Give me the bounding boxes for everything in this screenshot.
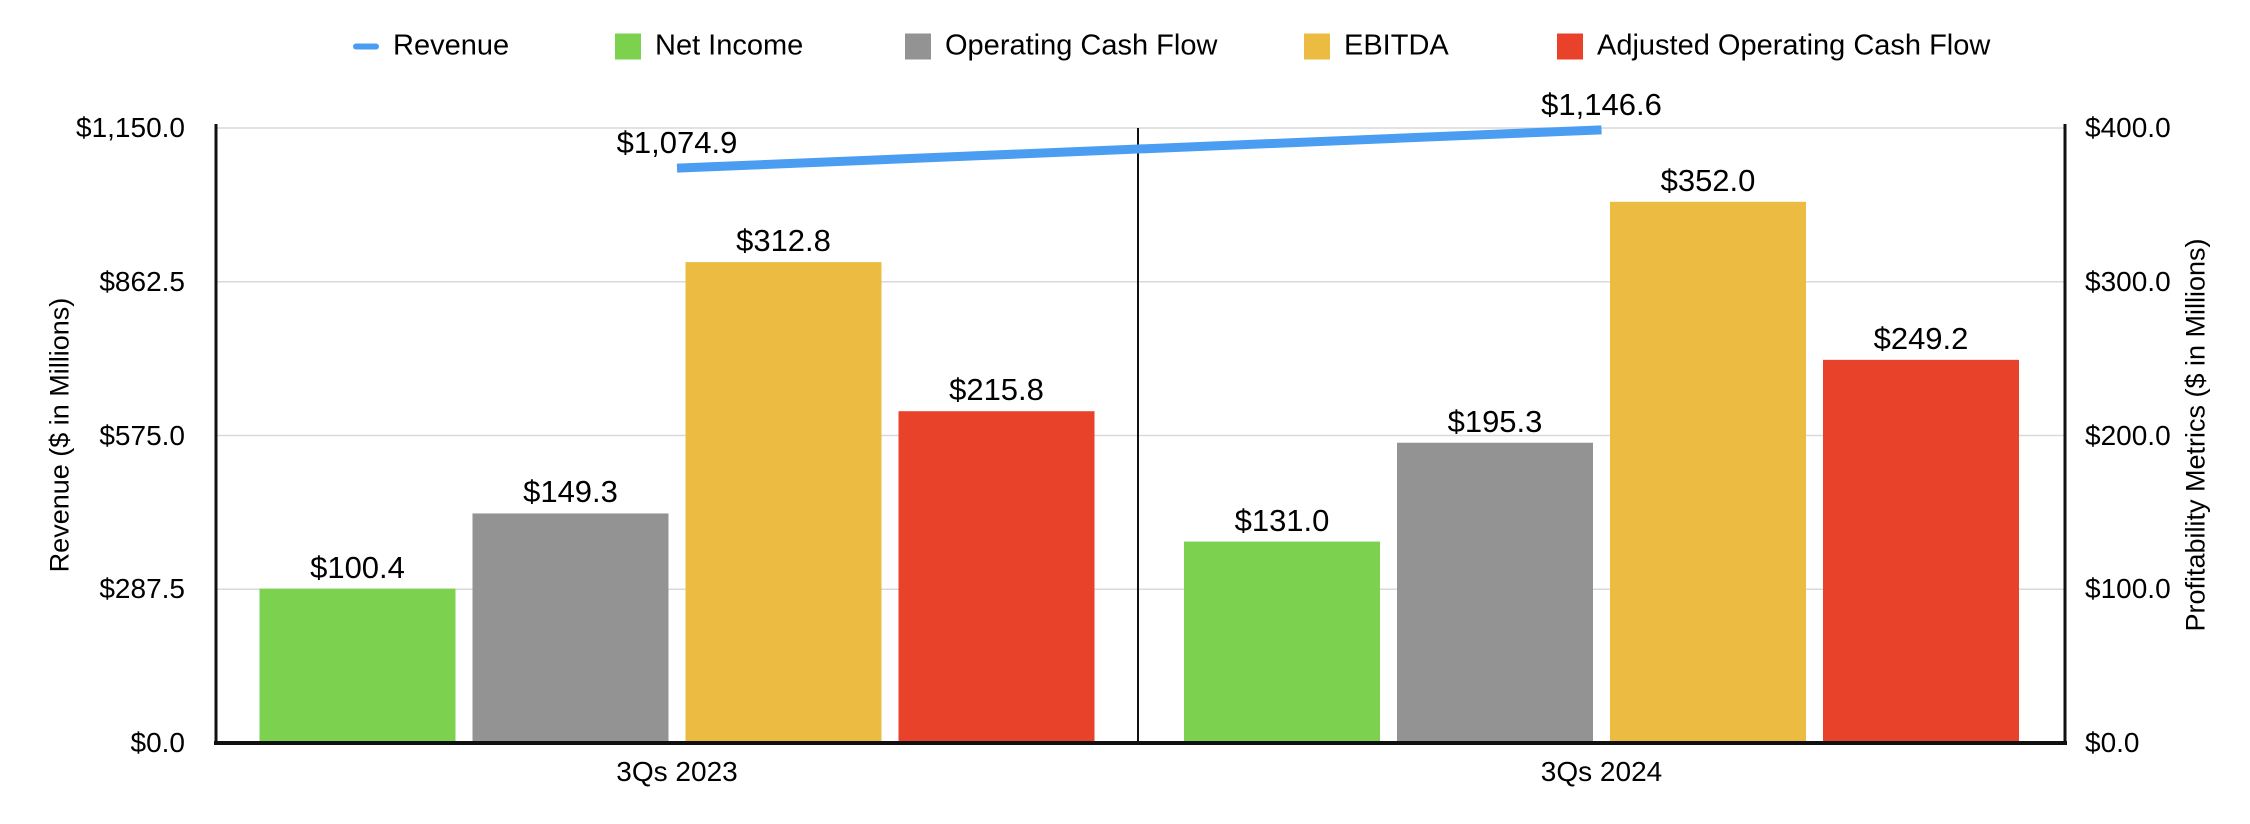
right-axis-tick: $400.0: [2085, 112, 2171, 143]
left-axis-tick: $862.5: [99, 265, 185, 297]
legend-label: Operating Cash Flow: [945, 29, 1218, 62]
left-axis-tick: $575.0: [99, 419, 185, 451]
legend-label: Net Income: [655, 29, 804, 62]
bar-net-income-3qs-2024: [1184, 541, 1380, 743]
left-axis-tick: $287.5: [99, 573, 185, 605]
left-axis-tick: $0.0: [130, 727, 186, 758]
legend-item-revenue: Revenue: [353, 29, 510, 62]
left-axis-tick: $1,150.0: [76, 112, 185, 143]
legend-item-adjusted-operating-cash-flow: Adjusted Operating Cash Flow: [1557, 29, 1991, 62]
right-axis-tick: $100.0: [2085, 573, 2171, 605]
value-label-operating-cash-flow-3qs-2024: $195.3: [1447, 403, 1543, 439]
bar-adjusted-operating-cash-flow-3qs-2024: [1823, 359, 2019, 743]
legend-swatch-operating-cash-flow: [905, 33, 931, 59]
legend-item-ebitda: EBITDA: [1304, 29, 1449, 62]
x-axis-label-3qs-2023: 3Qs 2023: [616, 756, 738, 787]
right-axis-tick: $0.0: [2085, 727, 2140, 758]
right-axis-tick: $200.0: [2085, 419, 2171, 451]
legend-swatch-revenue-line: [353, 43, 379, 49]
value-label-adjusted-operating-cash-flow-3qs-2024: $249.2: [1873, 320, 1969, 356]
bar-ebitda-3qs-2023: [685, 262, 882, 743]
value-label-operating-cash-flow-3qs-2023: $149.3: [523, 474, 618, 510]
revenue-line: [676, 125, 1602, 173]
bar-operating-cash-flow-3qs-2023: [472, 513, 669, 743]
right-axis-title: Profitability Metrics ($ in Millions): [2180, 238, 2211, 632]
value-label-revenue-3qs-2024: $1,146.6: [1541, 86, 1662, 122]
legend-label: EBITDA: [1344, 29, 1449, 62]
bar-net-income-3qs-2023: [259, 588, 456, 743]
legend-label: Revenue: [393, 29, 510, 62]
legend-label: Adjusted Operating Cash Flow: [1597, 29, 1991, 62]
bar-operating-cash-flow-3qs-2024: [1397, 442, 1593, 743]
value-label-adjusted-operating-cash-flow-3qs-2023: $215.8: [949, 372, 1044, 408]
legend-swatch-adjusted-operating-cash-flow: [1557, 33, 1583, 59]
value-label-ebitda-3qs-2023: $312.8: [736, 223, 831, 259]
value-label-ebitda-3qs-2024: $352.0: [1660, 162, 1756, 198]
bar-adjusted-operating-cash-flow-3qs-2023: [898, 411, 1095, 743]
value-label-net-income-3qs-2023: $100.4: [310, 549, 405, 585]
value-label-revenue-3qs-2023: $1,074.9: [616, 125, 738, 161]
x-axis-label-3qs-2024: 3Qs 2024: [1540, 756, 1663, 787]
bar-ebitda-3qs-2024: [1610, 201, 1806, 744]
legend-swatch-net-income: [615, 33, 641, 59]
legend-item-operating-cash-flow: Operating Cash Flow: [905, 29, 1218, 62]
legend-swatch-ebitda: [1304, 33, 1330, 59]
value-label-net-income-3qs-2024: $131.0: [1234, 502, 1330, 538]
right-axis-tick: $300.0: [2085, 265, 2171, 297]
legend-item-net-income: Net Income: [615, 29, 804, 62]
